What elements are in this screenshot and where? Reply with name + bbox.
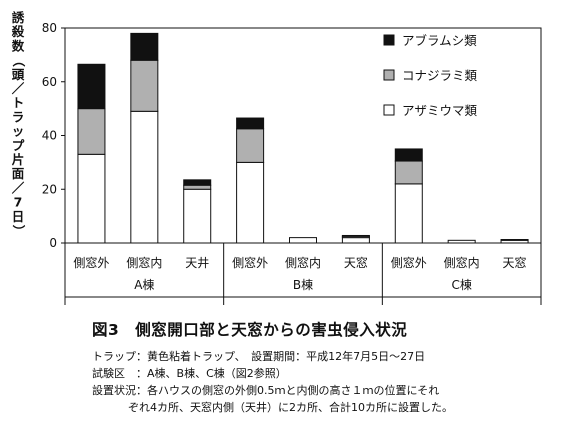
- y-label-char: 数: [11, 38, 25, 53]
- y-tick-label: 20: [42, 182, 57, 196]
- bar-segment: [236, 117, 265, 130]
- x-category-label: 側窓内: [285, 255, 321, 270]
- bar-segment: [447, 239, 476, 244]
- x-category-label: 側窓外: [391, 255, 427, 270]
- group-label: C棟: [451, 277, 471, 292]
- x-category-label: 天窓: [503, 255, 527, 270]
- bar-segment: [341, 237, 370, 244]
- y-label-char: ）: [11, 225, 26, 238]
- plots-note: 試験区 ：A棟、B棟、C棟（図2参照）: [92, 367, 287, 380]
- bar-segment: [236, 161, 265, 244]
- y-tick-label: 80: [42, 21, 57, 35]
- trap-note: トラップ：黄色粘着トラップ、 設置期間：平成12年7月5日～27日: [92, 350, 426, 363]
- bar-segment: [183, 184, 212, 190]
- bar-segment: [130, 32, 159, 61]
- group-label: A棟: [134, 277, 154, 292]
- y-label-char: 面: [12, 166, 25, 181]
- y-label-char: ト: [12, 95, 25, 110]
- x-axis-categories: 側窓外 側窓内 天井 側窓外 側窓内 天窓 側窓外 側窓内 天窓 A棟 B棟 C棟: [64, 243, 542, 305]
- bar-segment: [289, 237, 317, 244]
- y-label-char: 誘: [12, 10, 25, 25]
- y-label-char: 7: [14, 195, 23, 210]
- bar-segment: [500, 239, 529, 241]
- bar-segment: [77, 108, 106, 155]
- y-label-char: 頭: [12, 67, 25, 82]
- y-tick-label: 0: [49, 236, 57, 250]
- bar-segment: [394, 160, 423, 185]
- legend-label: アブラムシ類: [402, 33, 477, 48]
- setup-note-cont: ぞれ4カ所、天窓内側（天井）に2カ所、合計10カ所に設置した。: [128, 401, 453, 414]
- figure-title: 図3 側窓開口部と天窓からの害虫侵入状況: [92, 321, 408, 339]
- bar-segment: [236, 128, 265, 163]
- x-category-label: 側窓外: [73, 255, 109, 270]
- legend-swatch: [383, 69, 395, 81]
- y-label-char: 日: [12, 209, 25, 224]
- x-category-label: 天井: [185, 256, 209, 270]
- legend-label: コナジラミ類: [402, 68, 478, 83]
- bar-segment: [183, 188, 212, 244]
- y-label-char: ラ: [12, 109, 25, 124]
- bar-segment: [77, 153, 106, 244]
- y-label-char: プ: [12, 138, 25, 153]
- legend-swatch: [383, 104, 395, 116]
- y-label-char: （: [11, 54, 26, 67]
- bar-segment: [130, 59, 159, 112]
- bar-segment: [341, 234, 370, 237]
- y-label-char: ッ: [12, 124, 25, 139]
- bar-segment: [77, 63, 106, 110]
- x-category-label: 側窓内: [444, 255, 480, 270]
- y-label-char: ／: [12, 180, 25, 195]
- bar-segment: [130, 110, 159, 244]
- group-label: B棟: [293, 277, 313, 292]
- y-axis: 0 20 40 60 80: [42, 21, 65, 250]
- x-category-label: 側窓内: [126, 255, 162, 270]
- y-label-char: ／: [12, 81, 25, 96]
- x-category-label: 側窓外: [232, 255, 268, 270]
- y-label-char: 殺: [11, 24, 25, 39]
- legend-swatch: [383, 34, 395, 46]
- bar-segment: [394, 183, 423, 244]
- bar-segment: [394, 148, 423, 162]
- legend-label: アザミウマ類: [402, 103, 478, 118]
- bar-segment: [183, 179, 212, 186]
- figure-caption: 図3 側窓開口部と天窓からの害虫侵入状況 トラップ：黄色粘着トラップ、 設置期間…: [92, 318, 552, 416]
- x-category-label: 天窓: [344, 255, 368, 270]
- y-tick-label: 60: [42, 75, 57, 89]
- plot-area: [64, 27, 542, 244]
- y-label-char: 片: [12, 152, 25, 167]
- y-tick-label: 40: [42, 129, 57, 143]
- setup-note: 設置状況：各ハウスの側窓の外側0.5ｍと内側の高さ１ｍの位置にそれ: [92, 384, 440, 397]
